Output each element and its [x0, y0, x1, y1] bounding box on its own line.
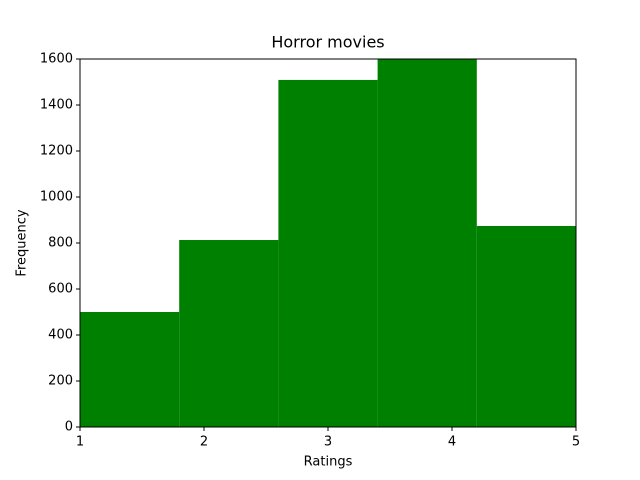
bars — [80, 59, 576, 427]
y-tick-label: 1200 — [40, 144, 73, 159]
bar — [476, 225, 576, 427]
y-tick-label: 0 — [65, 420, 73, 435]
bar — [377, 59, 477, 427]
y-tick-label: 200 — [48, 374, 73, 389]
y-tick-label: 400 — [48, 328, 73, 343]
x-tick-label: 2 — [200, 435, 208, 450]
y-tick-label: 1000 — [40, 190, 73, 205]
x-tick-label: 1 — [76, 435, 84, 450]
y-axis-label: Frequency — [15, 209, 30, 276]
y-tick-label: 1600 — [40, 52, 73, 67]
x-tick-label: 5 — [572, 435, 580, 450]
bar — [179, 240, 279, 427]
y-tick-label: 1400 — [40, 98, 73, 113]
y-tick-label: 800 — [48, 236, 73, 251]
bar — [80, 312, 180, 427]
x-tick-label: 4 — [448, 435, 456, 450]
x-tick-label: 3 — [324, 435, 332, 450]
y-tick-label: 600 — [48, 282, 73, 297]
chart-title: Horror movies — [271, 33, 384, 52]
bar — [278, 79, 378, 427]
x-axis-label: Ratings — [304, 455, 353, 470]
